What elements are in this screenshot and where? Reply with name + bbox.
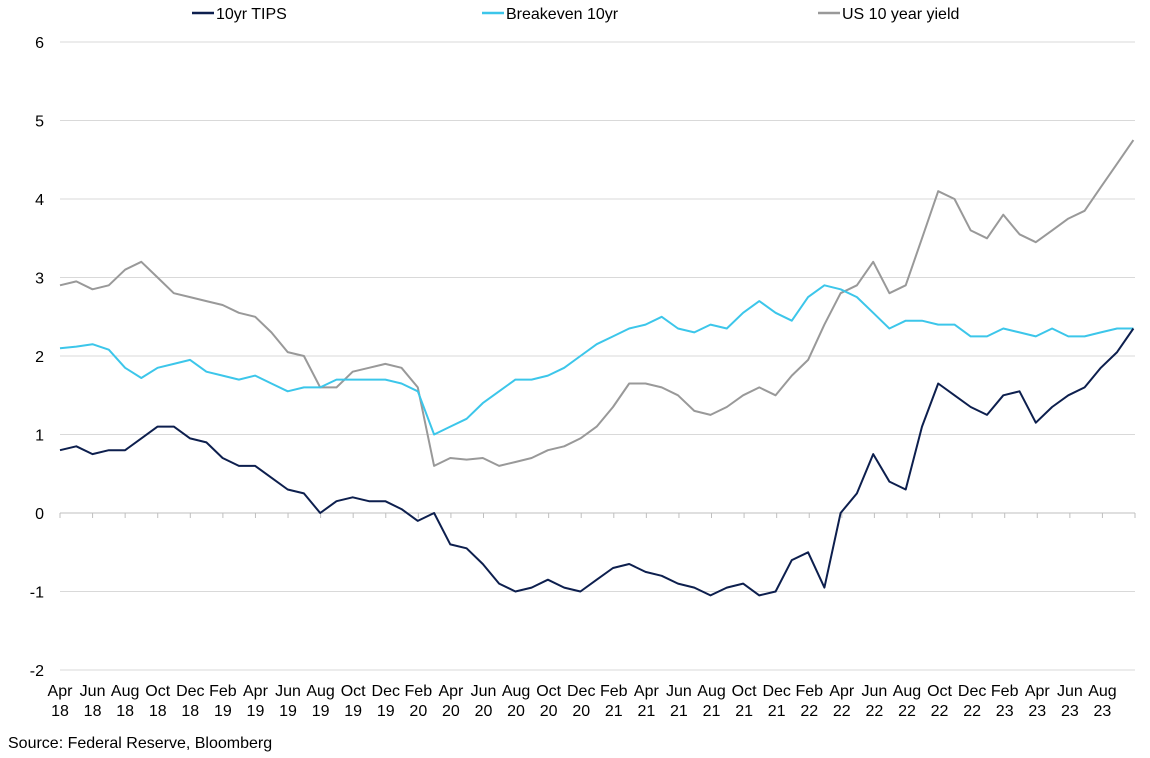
x-tick-label-year: 21: [735, 703, 753, 720]
x-tick-label-year: 22: [833, 703, 851, 720]
x-tick-label-year: 23: [1061, 703, 1079, 720]
x-tick-label-year: 18: [181, 703, 199, 720]
x-tick-label-year: 19: [247, 703, 265, 720]
series-line-us-10-year-yield: [59, 139, 1135, 467]
x-tick-label-year: 18: [51, 703, 69, 720]
series-lines: [59, 139, 1135, 597]
x-tick-label-year: 23: [1028, 703, 1046, 720]
x-tick-label-month: Jun: [471, 683, 497, 700]
y-tick-label: -1: [30, 585, 44, 602]
x-tick-label-month: Aug: [893, 683, 921, 700]
x-tick-label-month: Oct: [927, 683, 952, 700]
y-tick-label: 0: [35, 506, 44, 523]
x-tick-label-month: Aug: [1088, 683, 1116, 700]
legend-label: Breakeven 10yr: [506, 6, 619, 23]
y-tick-label: 6: [35, 35, 44, 52]
y-tick-label: 4: [35, 192, 44, 209]
x-tick-label-month: Aug: [306, 683, 334, 700]
x-tick-label-year: 18: [149, 703, 167, 720]
x-tick-label-month: Dec: [762, 683, 790, 700]
x-tick-label-year: 20: [507, 703, 525, 720]
series-line-10yr-tips: [59, 327, 1135, 597]
x-tick-label-month: Feb: [795, 683, 823, 700]
x-tick-label-year: 20: [442, 703, 460, 720]
x-tick-label-year: 20: [475, 703, 493, 720]
x-tick-label-month: Jun: [1057, 683, 1083, 700]
x-tick-label-month: Feb: [600, 683, 628, 700]
x-tick-label-month: Jun: [666, 683, 692, 700]
x-tick-label-year: 20: [409, 703, 427, 720]
x-tick-label-month: Dec: [372, 683, 400, 700]
x-tick-label-month: Apr: [243, 683, 269, 700]
x-tick-label-month: Oct: [145, 683, 170, 700]
gridlines: [60, 41, 1135, 671]
y-tick-label: -2: [30, 663, 44, 680]
x-tick-label-year: 20: [572, 703, 590, 720]
x-tick-label-month: Dec: [567, 683, 595, 700]
x-tick-label-month: Apr: [1025, 683, 1051, 700]
x-tick-label-month: Dec: [176, 683, 204, 700]
x-tick-label-month: Apr: [438, 683, 464, 700]
x-tick-label-month: Jun: [80, 683, 106, 700]
x-tick-label-month: Jun: [861, 683, 887, 700]
x-tick-label-month: Feb: [209, 683, 237, 700]
legend: 10yr TIPS Breakeven 10yr US 10 year yield: [192, 6, 959, 23]
x-tick-label-year: 19: [279, 703, 297, 720]
x-tick-label-year: 22: [865, 703, 883, 720]
x-tick-label-year: 19: [312, 703, 330, 720]
x-tick-label-year: 19: [344, 703, 362, 720]
x-tick-label-year: 18: [84, 703, 102, 720]
x-tick-label-month: Jun: [275, 683, 301, 700]
x-tick-label-month: Oct: [732, 683, 757, 700]
x-tick-label-year: 23: [996, 703, 1014, 720]
x-tick-label-month: Aug: [111, 683, 139, 700]
x-tick-label-year: 20: [540, 703, 558, 720]
x-tick-label-month: Oct: [341, 683, 366, 700]
x-tick-label-month: Apr: [634, 683, 660, 700]
x-tick-label-month: Feb: [991, 683, 1019, 700]
x-tick-label-year: 23: [1094, 703, 1112, 720]
x-tick-label-month: Aug: [697, 683, 725, 700]
x-tick-label-month: Dec: [958, 683, 986, 700]
x-tick-label-year: 19: [377, 703, 395, 720]
x-tick-label-year: 22: [931, 703, 949, 720]
x-tick-label-month: Aug: [502, 683, 530, 700]
y-tick-label: 2: [35, 349, 44, 366]
x-tick-label-year: 19: [214, 703, 232, 720]
y-tick-label: 5: [35, 114, 44, 131]
x-tick-label-month: Apr: [48, 683, 74, 700]
x-tick-label-year: 21: [703, 703, 721, 720]
x-axis: Apr 18 Jun 18 Aug 18 Oct 18 Dec 18 Feb 19 Apr 19 Jun 19…: [48, 512, 1136, 720]
y-tick-label: 3: [35, 271, 44, 288]
y-axis-tick-labels: -2 -1 0 1 2 3 4 5 6: [30, 35, 44, 680]
x-tick-label-year: 21: [605, 703, 623, 720]
x-tick-label-year: 21: [637, 703, 655, 720]
x-tick-label-month: Oct: [536, 683, 561, 700]
x-tick-label-month: Feb: [405, 683, 433, 700]
x-tick-label-year: 22: [963, 703, 981, 720]
x-tick-label-year: 18: [116, 703, 134, 720]
x-tick-label-year: 22: [800, 703, 818, 720]
source-note: Source: Federal Reserve, Bloomberg: [8, 735, 273, 752]
x-tick-label-year: 21: [768, 703, 786, 720]
x-tick-label-month: Apr: [829, 683, 855, 700]
y-tick-label: 1: [35, 428, 44, 445]
x-tick-label-year: 22: [898, 703, 916, 720]
legend-label: 10yr TIPS: [216, 6, 287, 23]
x-tick-label-year: 21: [670, 703, 688, 720]
legend-label: US 10 year yield: [842, 6, 959, 23]
series-line-breakeven-10yr: [59, 284, 1134, 436]
